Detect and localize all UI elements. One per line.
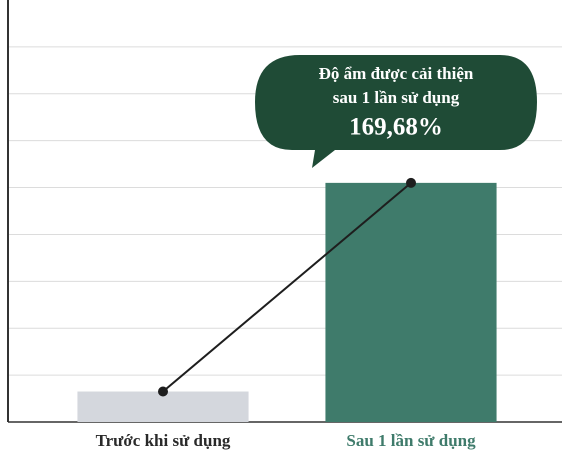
- x-tick-label: Sau 1 lần sử dụng: [346, 431, 476, 450]
- bar: [77, 391, 249, 422]
- bar: [325, 182, 497, 422]
- point: [158, 386, 168, 397]
- trend-line: [162, 182, 412, 393]
- annotation-value: 169,68%: [349, 114, 443, 141]
- callout: [255, 55, 537, 168]
- annotation-text: Độ ẩm được cải thiện: [319, 64, 474, 83]
- point: [406, 177, 416, 188]
- x-tick-label: Trước khi sử dụng: [96, 431, 231, 450]
- annotation-text: sau 1 lần sử dụng: [333, 88, 460, 107]
